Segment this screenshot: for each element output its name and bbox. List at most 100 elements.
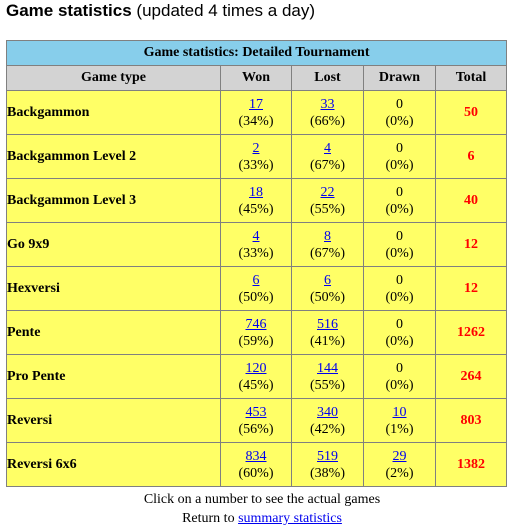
lost-percent: (55%) <box>310 377 345 393</box>
lost-count-link[interactable]: 6 <box>324 272 331 288</box>
won-count-link[interactable]: 18 <box>249 184 263 200</box>
total-cell: 12 <box>434 222 508 267</box>
drawn-count: 0 <box>396 228 403 244</box>
total-cell: 264 <box>434 354 508 399</box>
table-row: Reversi 453 (56%) 340 (42%) 10 (1%) 803 <box>6 398 508 443</box>
won-cell: 6 (50%) <box>220 266 292 311</box>
lost-cell: 519 (38%) <box>291 442 364 487</box>
won-percent: (60%) <box>238 465 274 481</box>
drawn-percent: (0%) <box>385 245 414 261</box>
table-header-row: Game type Won Lost Drawn Total <box>6 65 508 91</box>
total-cell: 12 <box>434 266 508 311</box>
table-row: Hexversi 6 (50%) 6 (50%) 0 (0%) 12 <box>6 266 508 311</box>
won-percent: (50%) <box>238 289 274 305</box>
won-percent: (34%) <box>238 113 274 129</box>
lost-cell: 6 (50%) <box>291 266 364 311</box>
table-row: Pro Pente 120 (45%) 144 (55%) 0 (0%) 264 <box>6 354 508 399</box>
won-count-link[interactable]: 834 <box>245 448 267 464</box>
lost-cell: 22 (55%) <box>291 178 364 223</box>
game-type-cell: Backgammon <box>6 90 221 135</box>
column-header-game-type: Game type <box>6 65 221 91</box>
won-percent: (33%) <box>238 245 274 261</box>
drawn-count: 0 <box>396 272 403 288</box>
stats-table: Game statistics: Detailed Tournament Gam… <box>5 40 508 487</box>
lost-count-link[interactable]: 8 <box>324 228 331 244</box>
lost-percent: (67%) <box>310 245 345 261</box>
lost-count-link[interactable]: 22 <box>320 184 335 200</box>
game-type-cell: Reversi 6x6 <box>6 442 221 487</box>
footer: Click on a number to see the actual game… <box>6 490 518 528</box>
total-cell: 6 <box>434 134 508 179</box>
drawn-count-link[interactable]: 10 <box>392 404 407 420</box>
game-type-cell: Pro Pente <box>6 354 221 399</box>
won-cell: 4 (33%) <box>220 222 292 267</box>
return-line: Return to summary statistics <box>6 509 518 528</box>
drawn-count: 0 <box>396 140 403 156</box>
won-cell: 834 (60%) <box>220 442 292 487</box>
table-caption-row: Game statistics: Detailed Tournament <box>5 40 508 66</box>
lost-cell: 33 (66%) <box>291 90 364 135</box>
column-header-lost: Lost <box>291 65 364 91</box>
drawn-count: 0 <box>396 316 403 332</box>
won-cell: 453 (56%) <box>220 398 292 443</box>
table-row: Go 9x9 4 (33%) 8 (67%) 0 (0%) 12 <box>6 222 508 267</box>
drawn-cell: 0 (0%) <box>363 222 436 267</box>
drawn-percent: (2%) <box>385 465 414 481</box>
table-row: Backgammon Level 2 2 (33%) 4 (67%) 0 (0%) 6 <box>6 134 508 179</box>
drawn-percent: (0%) <box>385 113 414 129</box>
lost-count-link[interactable]: 519 <box>317 448 338 464</box>
won-count-link[interactable]: 453 <box>245 404 267 420</box>
drawn-cell: 0 (0%) <box>363 90 436 135</box>
won-percent: (33%) <box>238 157 274 173</box>
won-count-link[interactable]: 2 <box>252 140 260 156</box>
drawn-cell: 0 (0%) <box>363 354 436 399</box>
won-cell: 746 (59%) <box>220 310 292 355</box>
column-header-total: Total <box>434 65 508 91</box>
page-heading: Game statistics (updated 4 times a day) <box>6 1 315 21</box>
drawn-count: 0 <box>396 184 403 200</box>
won-count-link[interactable]: 120 <box>245 360 267 376</box>
lost-cell: 8 (67%) <box>291 222 364 267</box>
won-count-link[interactable]: 6 <box>252 272 260 288</box>
lost-percent: (41%) <box>310 333 345 349</box>
drawn-cell: 29 (2%) <box>363 442 436 487</box>
drawn-count-link[interactable]: 29 <box>392 448 407 464</box>
summary-statistics-link[interactable]: summary statistics <box>238 511 342 526</box>
lost-count-link[interactable]: 33 <box>320 96 335 112</box>
table-row: Reversi 6x6 834 (60%) 519 (38%) 29 (2%) 1382 <box>6 442 508 487</box>
column-header-drawn: Drawn <box>363 65 436 91</box>
total-cell: 1262 <box>434 310 508 355</box>
won-percent: (45%) <box>238 377 274 393</box>
drawn-percent: (0%) <box>385 289 414 305</box>
won-cell: 18 (45%) <box>220 178 292 223</box>
lost-count-link[interactable]: 4 <box>324 140 331 156</box>
lost-count-link[interactable]: 144 <box>317 360 338 376</box>
won-count-link[interactable]: 17 <box>249 96 263 112</box>
lost-count-link[interactable]: 340 <box>317 404 338 420</box>
page-title: Game statistics <box>6 1 132 20</box>
drawn-cell: 10 (1%) <box>363 398 436 443</box>
drawn-count: 0 <box>396 96 403 112</box>
table-row: Backgammon Level 3 18 (45%) 22 (55%) 0 (0%) 40 <box>6 178 508 223</box>
drawn-cell: 0 (0%) <box>363 310 436 355</box>
drawn-percent: (0%) <box>385 157 414 173</box>
lost-cell: 516 (41%) <box>291 310 364 355</box>
won-count-link[interactable]: 4 <box>252 228 260 244</box>
game-type-cell: Backgammon Level 2 <box>6 134 221 179</box>
lost-cell: 144 (55%) <box>291 354 364 399</box>
table-caption: Game statistics: Detailed Tournament <box>5 40 508 66</box>
drawn-percent: (0%) <box>385 333 414 349</box>
table-row: Backgammon 17 (34%) 33 (66%) 0 (0%) 50 <box>6 90 508 135</box>
won-count-link[interactable]: 746 <box>245 316 267 332</box>
won-cell: 120 (45%) <box>220 354 292 399</box>
lost-percent: (67%) <box>310 157 345 173</box>
lost-count-link[interactable]: 516 <box>317 316 338 332</box>
drawn-cell: 0 (0%) <box>363 266 436 311</box>
won-cell: 2 (33%) <box>220 134 292 179</box>
game-type-cell: Reversi <box>6 398 221 443</box>
total-cell: 803 <box>434 398 508 443</box>
drawn-cell: 0 (0%) <box>363 134 436 179</box>
lost-cell: 4 (67%) <box>291 134 364 179</box>
footer-hint: Click on a number to see the actual game… <box>143 492 381 507</box>
game-type-cell: Go 9x9 <box>6 222 221 267</box>
